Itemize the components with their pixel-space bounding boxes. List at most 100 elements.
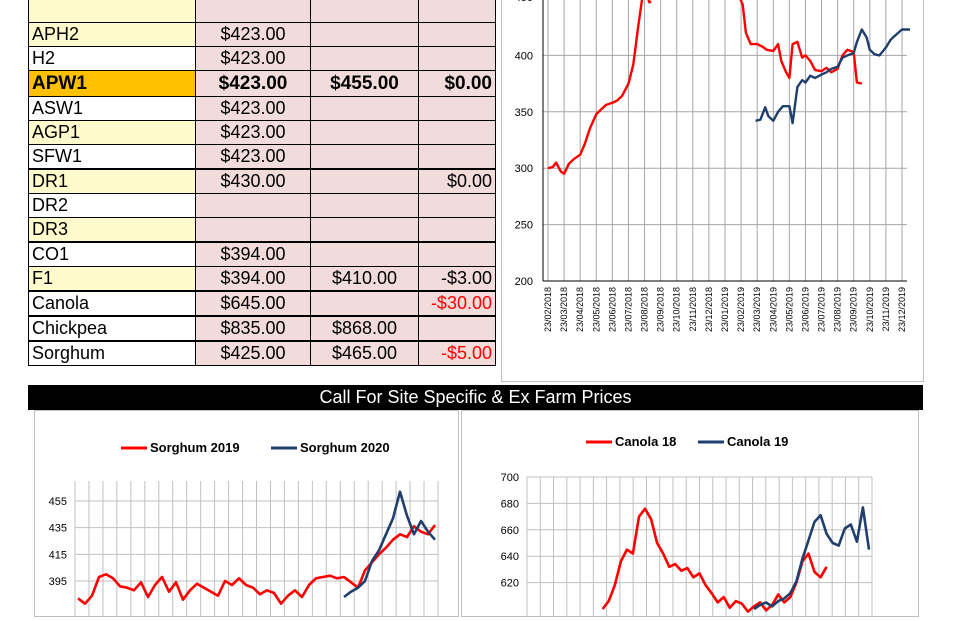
series-line <box>547 0 652 176</box>
y-tick-label: 250 <box>515 220 533 232</box>
price-cell <box>310 0 419 23</box>
price-cell: $425.00 <box>195 340 311 366</box>
x-tick-label: 23/03/2018 <box>559 287 569 332</box>
series-line <box>601 507 828 613</box>
x-tick-label: 23/04/2019 <box>768 287 778 332</box>
price-row: ASW1 $423.00 <box>28 96 496 121</box>
x-tick-label: 23/06/2018 <box>607 287 617 332</box>
legend-label: Sorghum 2019 <box>150 440 240 455</box>
price-cell <box>310 46 419 71</box>
price-cell <box>310 22 419 47</box>
price-cell <box>310 120 419 145</box>
price-cell <box>418 22 496 47</box>
x-tick-label: 23/07/2018 <box>623 287 633 332</box>
grade-cell: CO1 <box>28 241 196 267</box>
price-cell <box>418 217 496 243</box>
x-tick-label: 23/12/2018 <box>704 287 714 332</box>
price-cell: -$30.00 <box>418 290 496 317</box>
price-row: H2 $423.00 <box>28 46 496 71</box>
price-cell <box>418 241 496 267</box>
grade-cell: F1 <box>28 266 196 292</box>
price-cell: $423.00 <box>195 22 311 47</box>
series-line <box>343 490 436 599</box>
x-tick-label: 23/12/2019 <box>897 287 907 332</box>
x-tick-label: 23/02/2019 <box>736 287 746 332</box>
grade-cell: DR1 <box>28 168 196 194</box>
price-cell: $423.00 <box>195 46 311 71</box>
price-cell: $394.00 <box>195 241 311 267</box>
main-price-chart-panel: 23/02/2018 23/03/2018 23/04/2018 23/05/2018… <box>501 0 924 382</box>
y-tick-label: 640 <box>501 551 519 563</box>
price-cell: $0.00 <box>418 70 496 97</box>
x-tick-label: 23/05/2019 <box>784 287 794 332</box>
x-tick-label: 23/09/2019 <box>849 287 859 332</box>
y-tick-label: 350 <box>515 107 533 119</box>
price-row: CO1 $394.00 <box>28 241 496 267</box>
x-tick-label: 23/05/2018 <box>591 287 601 332</box>
price-cell <box>310 217 419 243</box>
price-row: SFW1 $423.00 <box>28 144 496 170</box>
x-tick-label: 23/11/2019 <box>881 287 891 331</box>
grade-cell: APW1 <box>28 70 196 97</box>
y-tick-label: 300 <box>515 163 533 175</box>
price-cell: $423.00 <box>195 120 311 145</box>
price-cell: $423.00 <box>195 70 311 97</box>
price-cell: -$5.00 <box>418 340 496 366</box>
y-tick-label: 620 <box>501 578 519 590</box>
grade-cell: Canola <box>28 290 196 317</box>
legend-label: Canola 19 <box>727 434 788 449</box>
price-row: DR3 <box>28 217 496 243</box>
price-cell: $455.00 <box>310 70 419 97</box>
price-cell <box>310 96 419 121</box>
grade-cell: DR3 <box>28 217 196 243</box>
price-cell: $868.00 <box>310 315 419 342</box>
price-row: F1 $394.00 $410.00 -$3.00 <box>28 266 496 292</box>
price-cell <box>310 168 419 194</box>
price-cell <box>418 120 496 145</box>
price-cell: $394.00 <box>195 266 311 292</box>
canola-chart: 700 680 660 640 620 Canola 18 Canola 19 <box>501 434 873 621</box>
x-tick-label: 23/08/2019 <box>833 287 843 332</box>
y-tick-label: 200 <box>515 276 533 288</box>
price-cell <box>418 0 496 23</box>
price-row: Canola $645.00 -$30.00 <box>28 290 496 317</box>
price-row <box>28 0 496 23</box>
price-cell <box>418 193 496 218</box>
price-row: DR2 <box>28 193 496 218</box>
sorghum-chart-panel: 455 435 415 395 Sorghum 2019 Sorghum 2020 <box>34 410 459 621</box>
price-cell <box>310 144 419 170</box>
grade-cell: H2 <box>28 46 196 71</box>
price-cell <box>418 144 496 170</box>
price-cell <box>418 46 496 71</box>
grade-cell: SFW1 <box>28 144 196 170</box>
series-line <box>739 0 863 85</box>
price-cell <box>310 241 419 267</box>
y-tick-label: 450 <box>515 0 533 4</box>
y-tick-label: 400 <box>515 50 533 62</box>
price-cell: $423.00 <box>195 144 311 170</box>
x-tick-label: 23/09/2018 <box>656 287 666 332</box>
price-cell <box>418 96 496 121</box>
grade-cell: DR2 <box>28 193 196 218</box>
price-row: AGP1 $423.00 <box>28 120 496 145</box>
price-cell: $423.00 <box>195 96 311 121</box>
x-tick-label: 23/01/2019 <box>720 287 730 332</box>
grade-cell: Chickpea <box>28 315 196 342</box>
price-row: Chickpea $835.00 $868.00 <box>28 315 496 342</box>
call-banner: Call For Site Specific & Ex Farm Prices <box>28 385 923 410</box>
x-tick-label: 23/06/2019 <box>800 287 810 332</box>
grade-cell: Sorghum <box>28 340 196 366</box>
y-tick-label: 415 <box>49 549 67 561</box>
series-line <box>77 524 437 605</box>
x-tick-label: 23/02/2018 <box>543 287 553 332</box>
grade-cell: APH2 <box>28 22 196 47</box>
y-tick-label: 680 <box>501 498 519 510</box>
series-line <box>753 506 871 611</box>
price-row: DR1 $430.00 $0.00 <box>28 168 496 194</box>
canola-chart-panel: 700 680 660 640 620 Canola 18 Canola 19 <box>461 410 919 621</box>
sorghum-chart: 455 435 415 395 Sorghum 2019 Sorghum 2020 <box>49 440 439 621</box>
price-table: APH2 $423.00 H2 $423.00 APW1 $423.00 $455.00 $0… <box>28 0 496 366</box>
y-tick-label: 700 <box>501 472 519 484</box>
price-row: APW1 $423.00 $455.00 $0.00 <box>28 70 496 97</box>
price-cell: $645.00 <box>195 290 311 317</box>
